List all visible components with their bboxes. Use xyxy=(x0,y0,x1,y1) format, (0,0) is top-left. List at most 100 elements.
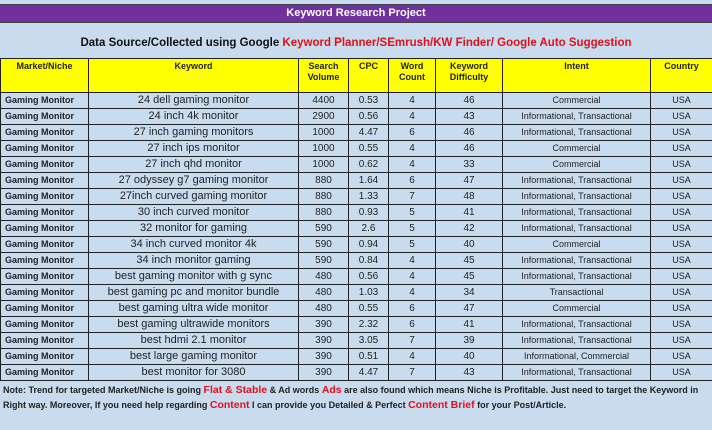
cell-keyword-difficulty: 45 xyxy=(435,268,503,285)
table-row: Gaming Monitor best gaming monitor with g… xyxy=(0,268,712,285)
cell-market-niche: Gaming Monitor xyxy=(0,268,89,285)
cell-word-count: 4 xyxy=(388,156,436,173)
column-header-keyword-difficulty: Keyword Difficulty xyxy=(435,58,503,93)
cell-keyword-difficulty: 46 xyxy=(435,140,503,157)
cell-cpc: 3.05 xyxy=(348,332,389,349)
note-text: & Ad words xyxy=(267,385,322,395)
subtitle-prefix: Data Source/Collected using Google xyxy=(80,37,283,49)
cell-market-niche: Gaming Monitor xyxy=(0,204,89,221)
table-row: Gaming Monitor 27 inch ips monitor 1000 0.5… xyxy=(0,140,712,157)
cell-country: USA xyxy=(650,236,712,253)
note: Note: Trend for targeted Market/Niche is… xyxy=(0,381,712,413)
table-row: Gaming Monitor best gaming pc and monitor… xyxy=(0,284,712,301)
cell-keyword-difficulty: 41 xyxy=(435,316,503,333)
cell-word-count: 4 xyxy=(388,284,436,301)
cell-country: USA xyxy=(650,316,712,333)
cell-search-volume: 390 xyxy=(298,348,349,365)
cell-search-volume: 480 xyxy=(298,300,349,317)
cell-country: USA xyxy=(650,156,712,173)
cell-word-count: 6 xyxy=(388,316,436,333)
table-row: Gaming Monitor 32 monitor for gaming 590 2.… xyxy=(0,220,712,237)
table-row: Gaming Monitor best gaming ultra wide mon… xyxy=(0,300,712,317)
table-row: Gaming Monitor best gaming ultrawide moni… xyxy=(0,316,712,333)
cell-keyword: 34 inch monitor gaming xyxy=(88,252,299,269)
cell-country: USA xyxy=(650,204,712,221)
cell-keyword-difficulty: 42 xyxy=(435,220,503,237)
table-row: Gaming Monitor 30 inch curved monitor 880 0… xyxy=(0,204,712,221)
cell-cpc: 0.62 xyxy=(348,156,389,173)
cell-cpc: 0.84 xyxy=(348,252,389,269)
cell-keyword-difficulty: 45 xyxy=(435,252,503,269)
cell-intent: Informational, Transactional xyxy=(502,316,651,333)
cell-search-volume: 1000 xyxy=(298,156,349,173)
cell-search-volume: 590 xyxy=(298,220,349,237)
cell-cpc: 0.51 xyxy=(348,348,389,365)
note-highlight: Ads xyxy=(321,384,342,396)
table-header: Market/Niche Keyword Search Volume CPC Word … xyxy=(0,58,712,93)
cell-keyword-difficulty: 39 xyxy=(435,332,503,349)
cell-word-count: 4 xyxy=(388,268,436,285)
cell-keyword-difficulty: 48 xyxy=(435,188,503,205)
table-row: Gaming Monitor 34 inch monitor gaming 590 0… xyxy=(0,252,712,269)
cell-market-niche: Gaming Monitor xyxy=(0,108,89,125)
column-header-country: Country xyxy=(650,58,712,93)
cell-search-volume: 480 xyxy=(298,284,349,301)
cell-keyword: 27 odyssey g7 gaming monitor xyxy=(88,172,299,189)
table-row: Gaming Monitor 24 inch 4k monitor 2900 0.56… xyxy=(0,108,712,125)
note-text: for your Post/Article. xyxy=(474,400,567,410)
cell-country: USA xyxy=(650,284,712,301)
cell-intent: Informational, Transactional xyxy=(502,124,651,141)
cell-cpc: 1.64 xyxy=(348,172,389,189)
cell-intent: Informational, Transactional xyxy=(502,188,651,205)
cell-search-volume: 390 xyxy=(298,316,349,333)
cell-cpc: 0.93 xyxy=(348,204,389,221)
cell-keyword-difficulty: 40 xyxy=(435,348,503,365)
cell-cpc: 0.53 xyxy=(348,92,389,109)
subtitle-highlight: Keyword Planner/SEmrush/KW Finder/ Googl… xyxy=(282,37,632,49)
cell-cpc: 0.56 xyxy=(348,268,389,285)
note-highlight: Content xyxy=(209,399,250,411)
cell-keyword: 27 inch ips monitor xyxy=(88,140,299,157)
cell-search-volume: 880 xyxy=(298,172,349,189)
cell-keyword-difficulty: 41 xyxy=(435,204,503,221)
cell-country: USA xyxy=(650,140,712,157)
cell-word-count: 4 xyxy=(388,348,436,365)
cell-search-volume: 4400 xyxy=(298,92,349,109)
cell-intent: Transactional xyxy=(502,284,651,301)
cell-cpc: 4.47 xyxy=(348,364,389,381)
cell-word-count: 4 xyxy=(388,108,436,125)
cell-intent: Informational, Commercial xyxy=(502,348,651,365)
cell-keyword: 24 inch 4k monitor xyxy=(88,108,299,125)
cell-keyword: best gaming pc and monitor bundle xyxy=(88,284,299,301)
cell-intent: Informational, Transactional xyxy=(502,364,651,381)
note-text: are also found which means Niche is Prof… xyxy=(3,385,699,410)
cell-cpc: 2.6 xyxy=(348,220,389,237)
cell-search-volume: 2900 xyxy=(298,108,349,125)
cell-keyword: best gaming ultrawide monitors xyxy=(88,316,299,333)
cell-search-volume: 480 xyxy=(298,268,349,285)
cell-keyword-difficulty: 40 xyxy=(435,236,503,253)
cell-cpc: 1.33 xyxy=(348,188,389,205)
cell-keyword: 27inch curved gaming monitor xyxy=(88,188,299,205)
cell-word-count: 4 xyxy=(388,252,436,269)
cell-country: USA xyxy=(650,300,712,317)
note-text: Note: Trend for targeted Market/Niche is… xyxy=(3,385,204,395)
cell-market-niche: Gaming Monitor xyxy=(0,156,89,173)
cell-intent: Informational, Transactional xyxy=(502,204,651,221)
cell-word-count: 4 xyxy=(388,92,436,109)
keyword-table: Market/Niche Keyword Search Volume CPC Word … xyxy=(0,58,712,381)
table-row: Gaming Monitor 27inch curved gaming monit… xyxy=(0,188,712,205)
cell-country: USA xyxy=(650,252,712,269)
cell-country: USA xyxy=(650,268,712,285)
note-text: I can provide you Detailed & Perfect xyxy=(249,400,409,410)
cell-country: USA xyxy=(650,92,712,109)
cell-search-volume: 880 xyxy=(298,188,349,205)
cell-intent: Informational, Transactional xyxy=(502,332,651,349)
table-row: Gaming Monitor best monitor for 3080 390 4.… xyxy=(0,364,712,381)
cell-word-count: 5 xyxy=(388,220,436,237)
cell-intent: Commercial xyxy=(502,92,651,109)
cell-market-niche: Gaming Monitor xyxy=(0,364,89,381)
cell-keyword-difficulty: 33 xyxy=(435,156,503,173)
cell-cpc: 0.55 xyxy=(348,300,389,317)
cell-country: USA xyxy=(650,188,712,205)
